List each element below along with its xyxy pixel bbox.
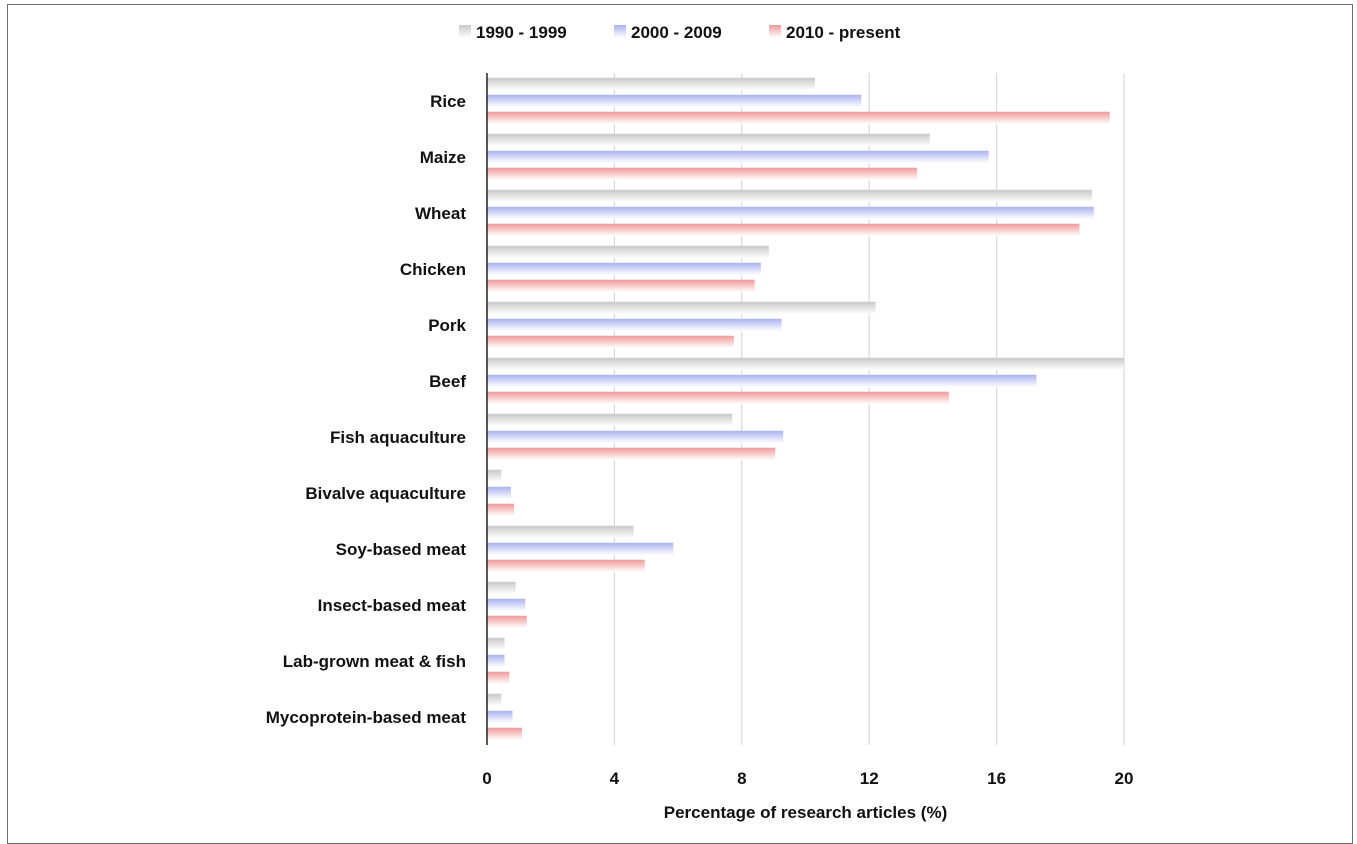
gridlines bbox=[613, 73, 1125, 745]
category-label-rice: Rice bbox=[430, 92, 466, 111]
category-label-soy-based-meat: Soy-based meat bbox=[336, 540, 467, 559]
bar-soy-based-meat-2000-2009 bbox=[487, 542, 674, 556]
bar-insect-based-meat-1990-1999 bbox=[487, 581, 516, 595]
bar-insect-based-meat-2000-2009 bbox=[487, 598, 526, 612]
category-label-beef: Beef bbox=[429, 372, 466, 391]
bar-maize-1990-1999 bbox=[487, 133, 930, 147]
category-labels: Rice Maize Wheat Chicken Pork Beef Fish aquacu… bbox=[266, 92, 467, 727]
category-label-maize: Maize bbox=[420, 148, 466, 167]
bar-fish-aquaculture-2000-2009 bbox=[487, 430, 784, 444]
bar-maize-2010-present bbox=[487, 167, 917, 181]
bar-wheat-1990-1999 bbox=[487, 189, 1093, 203]
x-tick-label-0: 0 bbox=[482, 769, 491, 788]
bar-chicken-2010-present bbox=[487, 279, 755, 293]
bar-bivalve-aquaculture-2000-2009 bbox=[487, 486, 511, 500]
x-axis-title: Percentage of research articles (%) bbox=[664, 803, 947, 822]
bars bbox=[487, 77, 1124, 741]
bar-chicken-1990-1999 bbox=[487, 245, 769, 259]
bar-bivalve-aquaculture-2010-present bbox=[487, 503, 515, 517]
category-label-lab-grown-meat-and-fish: Lab-grown meat & fish bbox=[283, 652, 466, 671]
bar-fish-aquaculture-1990-1999 bbox=[487, 413, 733, 427]
bar-chicken-2000-2009 bbox=[487, 262, 761, 276]
x-tick-label-20: 20 bbox=[1115, 769, 1134, 788]
bar-lab-grown-meat-and-fish-1990-1999 bbox=[487, 637, 505, 651]
legend-label-2000-2009: 2000 - 2009 bbox=[631, 23, 722, 42]
bar-wheat-2000-2009 bbox=[487, 206, 1094, 220]
bar-bivalve-aquaculture-1990-1999 bbox=[487, 469, 502, 483]
bar-beef-2000-2009 bbox=[487, 374, 1037, 388]
bar-fish-aquaculture-2010-present bbox=[487, 447, 776, 461]
bar-mycoprotein-based-meat-2010-present bbox=[487, 727, 523, 741]
bar-rice-1990-1999 bbox=[487, 77, 816, 91]
bar-insect-based-meat-2010-present bbox=[487, 615, 527, 629]
legend-swatch-1990-1999 bbox=[459, 25, 471, 38]
legend: 1990 - 1999 2000 - 2009 2010 - present bbox=[459, 23, 901, 42]
bar-lab-grown-meat-and-fish-2000-2009 bbox=[487, 654, 505, 668]
bar-soy-based-meat-1990-1999 bbox=[487, 525, 634, 539]
bar-mycoprotein-based-meat-2000-2009 bbox=[487, 710, 513, 724]
bar-chart: 1990 - 1999 2000 - 2009 2010 - present Ric… bbox=[266, 23, 1134, 822]
category-label-bivalve-aquaculture: Bivalve aquaculture bbox=[305, 484, 466, 503]
x-tick-label-8: 8 bbox=[737, 769, 746, 788]
bar-rice-2000-2009 bbox=[487, 94, 862, 108]
legend-label-1990-1999: 1990 - 1999 bbox=[476, 23, 567, 42]
x-tick-label-16: 16 bbox=[987, 769, 1006, 788]
legend-swatch-2000-2009 bbox=[614, 25, 626, 38]
bar-wheat-2010-present bbox=[487, 223, 1080, 237]
legend-swatch-2010-present bbox=[769, 25, 781, 38]
category-label-insect-based-meat: Insect-based meat bbox=[318, 596, 467, 615]
x-tick-label-12: 12 bbox=[860, 769, 879, 788]
category-label-fish-aquaculture: Fish aquaculture bbox=[330, 428, 466, 447]
category-label-wheat: Wheat bbox=[415, 204, 466, 223]
category-label-chicken: Chicken bbox=[400, 260, 466, 279]
bar-beef-1990-1999 bbox=[487, 357, 1124, 371]
bar-soy-based-meat-2010-present bbox=[487, 559, 645, 573]
bar-pork-2000-2009 bbox=[487, 318, 782, 332]
category-label-mycoprotein-based-meat: Mycoprotein-based meat bbox=[266, 708, 467, 727]
bar-beef-2010-present bbox=[487, 391, 949, 405]
bar-pork-1990-1999 bbox=[487, 301, 876, 315]
x-tick-label-4: 4 bbox=[610, 769, 620, 788]
bar-rice-2010-present bbox=[487, 111, 1110, 125]
category-label-pork: Pork bbox=[428, 316, 466, 335]
bar-pork-2010-present bbox=[487, 335, 734, 349]
legend-label-2010-present: 2010 - present bbox=[786, 23, 901, 42]
bar-mycoprotein-based-meat-1990-1999 bbox=[487, 693, 502, 707]
bar-lab-grown-meat-and-fish-2010-present bbox=[487, 671, 510, 685]
bar-maize-2000-2009 bbox=[487, 150, 989, 164]
x-axis: 0 4 8 12 16 20 bbox=[482, 769, 1133, 788]
